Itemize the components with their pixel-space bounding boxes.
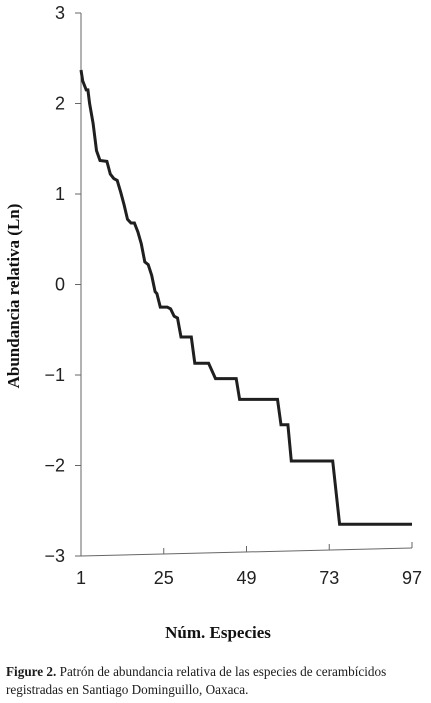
abundance-curve — [79, 69, 412, 526]
y-tick-label: −3 — [44, 546, 65, 566]
y-tick-label: 3 — [55, 3, 65, 23]
x-tick-label: 49 — [236, 568, 256, 588]
y-tick-label: −2 — [44, 456, 65, 476]
y-tick-label: 1 — [55, 184, 65, 204]
y-tick-label: 0 — [55, 275, 65, 295]
x-tick-label: 25 — [154, 568, 174, 588]
y-ticks: 3 2 1 0 −1 −2 −3 — [44, 3, 81, 566]
caption-label: Figure 2. — [6, 664, 57, 679]
y-axis-title: Abundancia relativa (Ln) — [4, 204, 23, 389]
figure-caption: Figure 2. Patrón de abundancia relativa … — [6, 663, 426, 699]
x-ticks: 1 25 49 73 97 — [76, 542, 422, 588]
x-tick-label: 97 — [402, 568, 422, 588]
x-tick-label: 73 — [319, 568, 339, 588]
x-tick-label: 1 — [76, 568, 86, 588]
x-axis-title: Núm. Especies — [165, 623, 271, 642]
y-tick-label: −1 — [44, 365, 65, 385]
axes — [80, 13, 413, 557]
y-tick-label: 2 — [55, 94, 65, 114]
rank-abundance-chart: 3 2 1 0 −1 −2 −3 1 25 49 73 97 Abundancia relativa… — [4, 3, 422, 642]
series — [79, 69, 412, 526]
caption-text: Patrón de abundancia relativa de las esp… — [6, 664, 387, 697]
